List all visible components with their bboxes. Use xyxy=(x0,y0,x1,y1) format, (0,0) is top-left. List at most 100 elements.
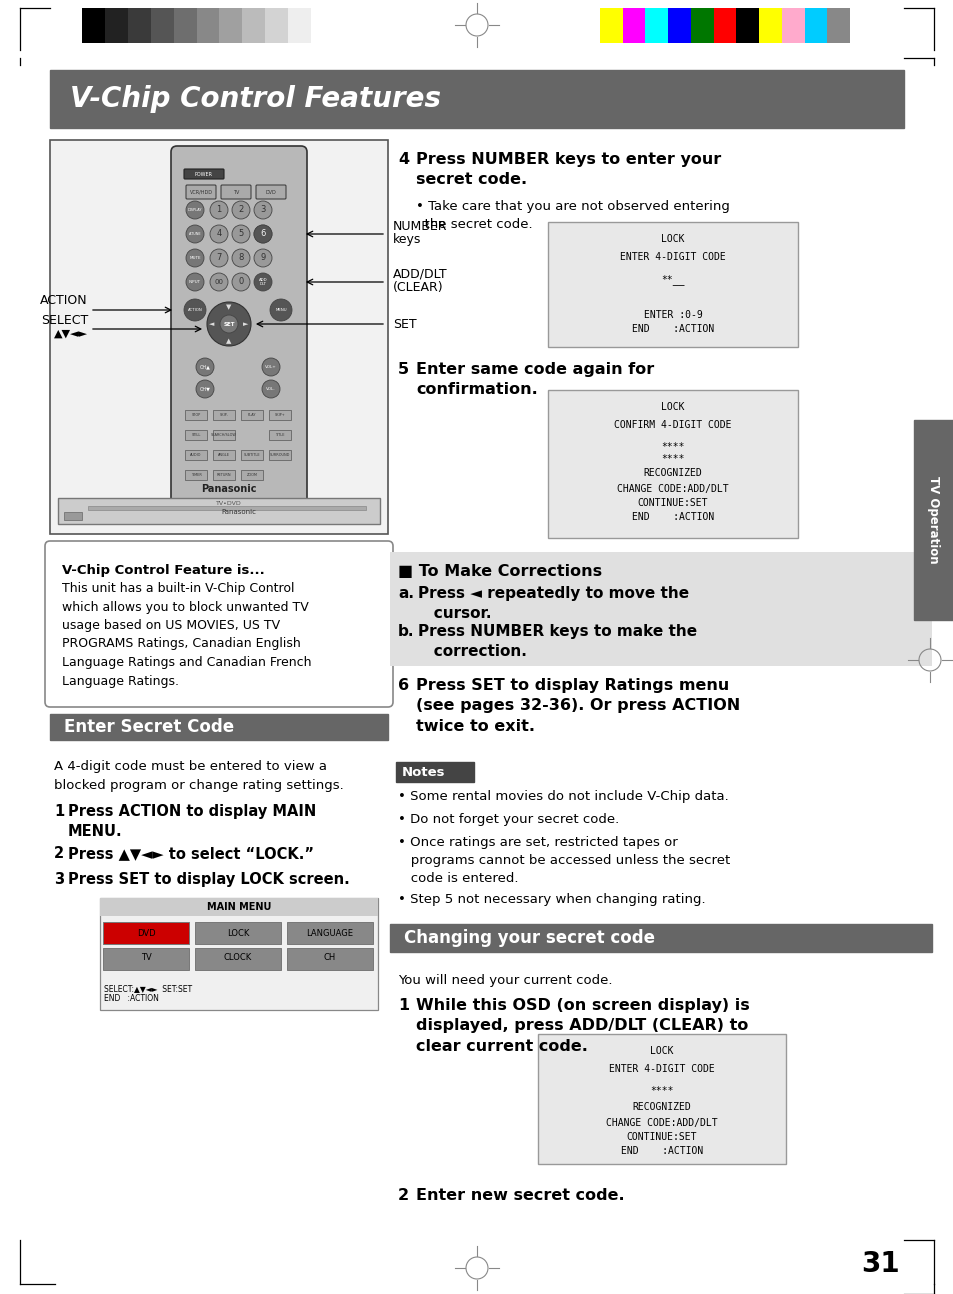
Bar xyxy=(100,898,377,1011)
Text: 9: 9 xyxy=(260,254,265,263)
Text: POWER: POWER xyxy=(194,172,213,176)
Text: LOCK: LOCK xyxy=(650,1046,673,1056)
Bar xyxy=(287,923,373,945)
Bar xyxy=(50,140,388,534)
Bar xyxy=(103,949,189,970)
Bar xyxy=(213,410,234,421)
Text: b.: b. xyxy=(397,624,414,639)
Bar xyxy=(242,8,265,43)
Text: DVD: DVD xyxy=(136,929,155,937)
Text: Press ACTION to display MAIN
MENU.: Press ACTION to display MAIN MENU. xyxy=(68,804,315,840)
Text: RECOGNIZED: RECOGNIZED xyxy=(632,1102,691,1112)
Text: CHANGE CODE:ADD/DLT: CHANGE CODE:ADD/DLT xyxy=(605,1118,717,1128)
Bar xyxy=(311,8,334,43)
Bar xyxy=(151,8,173,43)
Circle shape xyxy=(186,201,204,219)
Text: SKIP-: SKIP- xyxy=(219,413,228,417)
Circle shape xyxy=(253,201,272,219)
Text: ACTION: ACTION xyxy=(188,308,202,312)
Bar xyxy=(547,389,797,538)
Text: 2: 2 xyxy=(397,1188,409,1203)
Bar xyxy=(50,70,903,128)
Bar xyxy=(185,430,207,440)
Bar xyxy=(185,410,207,421)
Text: A-TUNE: A-TUNE xyxy=(189,232,201,236)
Bar xyxy=(213,470,234,480)
Text: MUTE: MUTE xyxy=(189,256,200,260)
Text: 00: 00 xyxy=(214,280,223,285)
Text: 6: 6 xyxy=(260,229,265,238)
Text: ENTER 4-DIGIT CODE: ENTER 4-DIGIT CODE xyxy=(619,252,725,261)
Text: PLAY: PLAY xyxy=(248,413,256,417)
Text: 3: 3 xyxy=(260,206,265,215)
Bar xyxy=(213,450,234,459)
Circle shape xyxy=(207,302,251,345)
FancyBboxPatch shape xyxy=(184,170,224,179)
Circle shape xyxy=(184,299,206,321)
Text: Panasonic: Panasonic xyxy=(221,509,256,515)
Bar xyxy=(690,8,713,43)
Bar xyxy=(194,923,281,945)
Text: VOL-: VOL- xyxy=(266,387,275,391)
Bar xyxy=(88,506,366,510)
Circle shape xyxy=(232,201,250,219)
Bar xyxy=(288,8,311,43)
Text: 0: 0 xyxy=(238,277,243,286)
Text: • Some rental movies do not include V-Chip data.: • Some rental movies do not include V-Ch… xyxy=(397,791,728,804)
Text: VCR/HDD: VCR/HDD xyxy=(190,189,213,194)
Text: Enter new secret code.: Enter new secret code. xyxy=(416,1188,624,1203)
Text: MAIN MENU: MAIN MENU xyxy=(207,902,271,912)
Text: ****: **** xyxy=(650,1086,673,1096)
FancyBboxPatch shape xyxy=(45,541,393,707)
Text: TIMER: TIMER xyxy=(191,474,201,477)
Circle shape xyxy=(232,273,250,291)
Text: VOL+: VOL+ xyxy=(265,365,276,369)
Text: 5: 5 xyxy=(238,229,243,238)
Text: TV•DVD: TV•DVD xyxy=(216,501,242,506)
Text: This unit has a built-in V-Chip Control
which allows you to block unwanted TV
us: This unit has a built-in V-Chip Control … xyxy=(62,582,312,687)
Circle shape xyxy=(232,248,250,267)
Bar xyxy=(390,553,931,666)
FancyBboxPatch shape xyxy=(221,185,251,199)
Circle shape xyxy=(195,358,213,377)
Circle shape xyxy=(262,380,280,399)
Text: Enter Secret Code: Enter Secret Code xyxy=(64,718,233,736)
Text: TV: TV xyxy=(233,189,239,194)
Circle shape xyxy=(186,273,204,291)
Text: AUDIO: AUDIO xyxy=(190,453,201,457)
Text: SET: SET xyxy=(223,321,234,326)
Text: 6: 6 xyxy=(260,229,265,238)
Text: TITLE: TITLE xyxy=(275,433,284,437)
Bar xyxy=(194,949,281,970)
Text: ▲: ▲ xyxy=(226,338,232,344)
Text: a.: a. xyxy=(397,586,414,600)
Text: 2: 2 xyxy=(54,846,64,861)
Circle shape xyxy=(210,273,228,291)
Bar xyxy=(287,949,373,970)
Text: Panasonic: Panasonic xyxy=(201,484,256,494)
Bar xyxy=(759,8,781,43)
FancyBboxPatch shape xyxy=(255,185,286,199)
Bar xyxy=(713,8,736,43)
Text: SKIP+: SKIP+ xyxy=(274,413,285,417)
Bar xyxy=(241,410,263,421)
Text: • Do not forget your secret code.: • Do not forget your secret code. xyxy=(397,813,618,826)
Bar xyxy=(185,450,207,459)
Text: 1: 1 xyxy=(216,206,221,215)
Bar xyxy=(105,8,128,43)
Text: Changing your secret code: Changing your secret code xyxy=(403,929,655,947)
Text: Press NUMBER keys to enter your
secret code.: Press NUMBER keys to enter your secret c… xyxy=(416,151,720,188)
Text: ANGLE: ANGLE xyxy=(218,453,230,457)
Bar xyxy=(599,8,622,43)
Text: • Once ratings are set, restricted tapes or
   programs cannot be accessed unles: • Once ratings are set, restricted tapes… xyxy=(397,836,729,885)
Circle shape xyxy=(186,248,204,267)
Circle shape xyxy=(262,358,280,377)
Bar xyxy=(213,430,234,440)
Text: You will need your current code.: You will need your current code. xyxy=(397,974,612,987)
Text: V-Chip Control Feature is...: V-Chip Control Feature is... xyxy=(62,564,265,577)
Text: 3: 3 xyxy=(54,872,64,886)
Text: SELECT:▲▼◄►  SET:SET: SELECT:▲▼◄► SET:SET xyxy=(104,983,192,992)
Text: SELECT: SELECT xyxy=(41,313,88,326)
Text: LOCK: LOCK xyxy=(227,929,249,937)
Text: 6: 6 xyxy=(397,678,409,694)
